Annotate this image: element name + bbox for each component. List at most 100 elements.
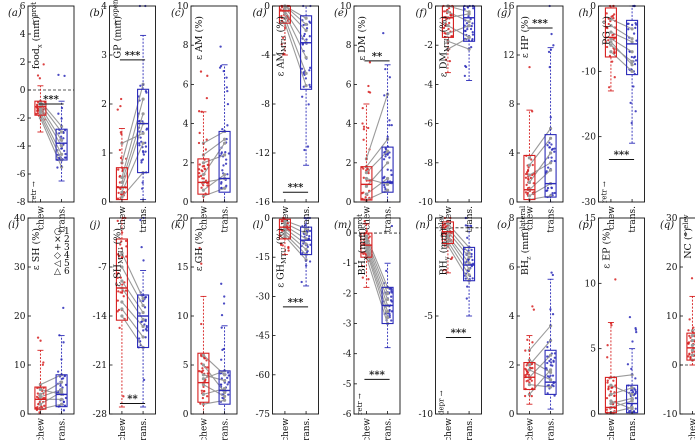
y-axis-label-subscript: MTU <box>117 247 125 264</box>
data-point <box>530 379 533 382</box>
data-point <box>390 288 393 291</box>
data-point <box>120 247 123 250</box>
data-point <box>469 17 472 21</box>
subject-marker <box>120 279 124 283</box>
data-point <box>532 308 536 311</box>
y-tick-label: 2 <box>346 159 352 169</box>
data-point <box>137 120 141 123</box>
data-point <box>201 367 204 370</box>
y-tick-label: 6 <box>509 263 515 273</box>
subject-line <box>40 388 62 395</box>
data-point <box>523 394 527 398</box>
data-point <box>688 334 691 337</box>
y-axis-label-unit: (%) <box>276 228 287 247</box>
x-tick-label: trans. <box>547 418 557 440</box>
subject-line <box>39 112 63 155</box>
subject-marker <box>120 265 124 269</box>
data-point <box>63 74 66 78</box>
y-tick-label: 6 <box>183 80 189 90</box>
data-point <box>688 352 691 355</box>
data-point <box>198 163 201 166</box>
data-point <box>361 251 364 254</box>
data-point <box>367 126 370 130</box>
data-point <box>145 128 148 131</box>
subject-line <box>121 287 144 320</box>
y-axis-label: ε GHMTU (%) <box>276 228 289 288</box>
subject-line <box>203 374 225 382</box>
subject-marker <box>630 399 634 403</box>
y-tick-label: -12 <box>256 149 271 159</box>
data-point <box>364 196 367 199</box>
data-point <box>200 186 203 189</box>
y-tick-label: 15 <box>585 214 597 224</box>
y-tick-label: 2 <box>20 58 26 68</box>
subject-line <box>284 222 307 235</box>
subject-marker <box>59 390 64 394</box>
data-point <box>220 282 223 285</box>
subject-line <box>121 113 144 183</box>
y-axis-label-unit: (%) <box>194 228 205 247</box>
data-point <box>362 242 365 245</box>
data-point <box>280 19 284 23</box>
data-point <box>302 23 305 27</box>
y-tick-label: 0 <box>264 2 270 12</box>
subject-marker <box>120 300 124 304</box>
y-tick-label: 30 <box>666 214 678 224</box>
data-point <box>308 83 311 87</box>
subject-line <box>365 257 389 324</box>
subject-marker <box>609 17 613 21</box>
data-point <box>226 376 229 380</box>
data-point <box>301 43 304 46</box>
y-axis-label-main: ε GH <box>194 247 205 271</box>
subject-marker <box>141 141 145 145</box>
data-point <box>138 142 141 145</box>
box <box>55 128 68 161</box>
data-point <box>383 151 386 154</box>
subject-line <box>39 114 63 161</box>
data-point <box>634 59 638 62</box>
y-tick-label: 8 <box>183 41 189 51</box>
data-point <box>448 21 451 25</box>
data-point <box>442 26 446 30</box>
subject-marker <box>59 152 64 156</box>
panel-label: (l) <box>253 220 264 231</box>
panel-n: *** ← elev depr → -10 -5 0 chew trans. (n) BHy (m… <box>416 214 482 440</box>
data-point <box>607 86 611 89</box>
subject-line <box>284 225 307 240</box>
subject-marker <box>304 84 308 88</box>
data-point <box>469 27 473 31</box>
data-point <box>199 370 203 373</box>
subject-line <box>366 150 388 173</box>
subject-marker <box>609 399 613 403</box>
data-point <box>388 314 391 317</box>
subject-marker <box>201 194 206 198</box>
data-point <box>612 17 615 20</box>
data-point <box>448 59 452 63</box>
subject-line <box>529 195 551 201</box>
data-point <box>227 381 230 384</box>
data-point <box>198 131 201 135</box>
data-point <box>197 110 201 113</box>
y-axis-label-unit: (%) <box>602 228 613 247</box>
y-tick-label: 4 <box>346 120 352 130</box>
data-point <box>444 238 447 242</box>
data-point <box>689 336 692 339</box>
subject-marker <box>283 6 287 11</box>
data-point <box>552 360 555 363</box>
data-point <box>611 33 614 37</box>
data-point <box>281 244 284 247</box>
data-point <box>144 336 147 339</box>
data-point <box>450 257 453 261</box>
y-tick-label: 6 <box>346 80 352 90</box>
data-point <box>280 16 283 20</box>
subject-marker <box>446 10 450 14</box>
y-axis-label: BHx (mm) <box>357 228 370 275</box>
data-point <box>525 183 528 187</box>
y-axis-label-unit: (mm) <box>439 228 450 256</box>
subject-marker <box>201 402 206 406</box>
subject-marker <box>548 151 553 155</box>
data-point <box>282 52 285 55</box>
